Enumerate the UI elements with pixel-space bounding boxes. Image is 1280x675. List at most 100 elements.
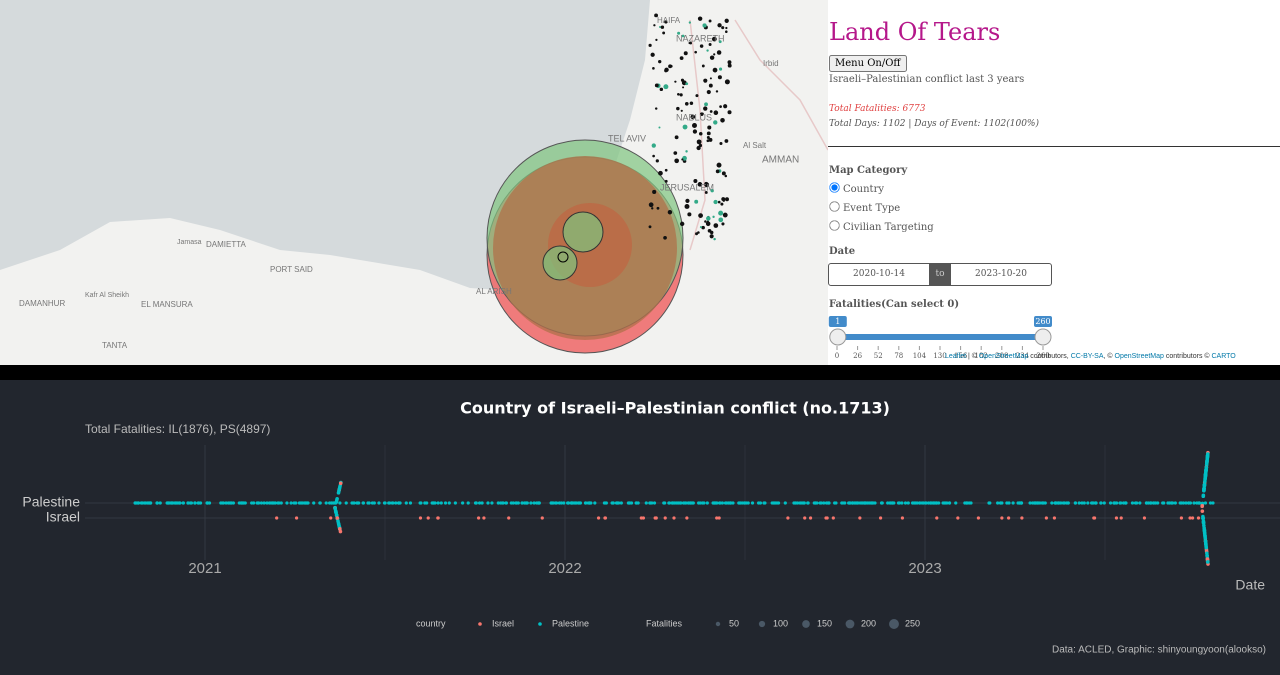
event-dot[interactable] [655,38,658,42]
event-dot[interactable] [697,182,703,187]
event-dot[interactable] [704,191,708,194]
event-dot[interactable] [706,89,711,95]
event-dot[interactable] [715,169,720,174]
date-start[interactable]: 2020-10-14 [853,269,905,279]
event-dot[interactable] [706,139,710,143]
event-dot[interactable] [707,125,712,130]
event-dot[interactable] [674,158,679,164]
event-dot[interactable] [662,31,666,35]
event-dot[interactable] [715,90,719,93]
event-dot[interactable] [713,237,716,241]
event-circle[interactable] [542,245,578,281]
event-dot[interactable] [720,202,724,206]
event-dot[interactable] [648,43,652,47]
event-dot[interactable] [676,106,680,111]
event-dot[interactable] [727,60,732,65]
event-dot[interactable] [727,110,732,115]
event-dot[interactable] [685,198,690,203]
event-dot[interactable] [718,40,722,44]
event-dot[interactable] [674,135,679,140]
event-dot[interactable] [680,109,683,112]
event-dot[interactable] [717,200,721,204]
event-dot[interactable] [685,150,688,153]
event-dot[interactable] [701,225,705,230]
slider-handle[interactable] [1034,328,1052,346]
event-dot[interactable] [699,226,702,229]
event-dot[interactable] [660,25,665,29]
event-dot[interactable] [709,77,712,80]
event-dot[interactable] [694,199,699,204]
event-dot[interactable] [681,158,684,161]
event-dot[interactable] [690,114,696,120]
event-dot[interactable] [721,197,726,201]
map[interactable]: HAIFA NAZARETH Irbid TEL AVIV NABLUS Al … [0,0,828,365]
event-dot[interactable] [713,53,716,56]
event-dot[interactable] [652,154,655,158]
event-dot[interactable] [705,221,711,227]
event-dot[interactable] [704,181,709,186]
event-dot[interactable] [679,93,683,97]
event-dot[interactable] [711,36,717,42]
event-dot[interactable] [688,41,691,45]
date-end[interactable]: 2023-10-20 [975,269,1027,279]
event-dot[interactable] [708,83,713,88]
event-dot[interactable] [680,78,684,82]
event-dot[interactable] [725,26,728,30]
slider[interactable]: 1 260 0 26 52 78 104 130 156 182 208 234 260 [828,314,1068,360]
event-dot[interactable] [684,203,690,209]
event-dot[interactable] [725,197,729,202]
event-dot[interactable] [713,120,718,125]
event-dot[interactable] [687,212,692,217]
event-dot[interactable] [721,222,725,226]
event-dot[interactable] [648,202,654,208]
event-dot[interactable] [723,104,728,109]
event-dot[interactable] [709,55,715,60]
event-dot[interactable] [719,105,722,108]
event-dot[interactable] [727,63,732,68]
event-dot[interactable] [698,143,703,148]
event-dot[interactable] [721,171,726,176]
event-dot[interactable] [724,174,728,178]
event-dot[interactable] [717,23,722,28]
event-dot[interactable] [703,106,708,111]
event-dot[interactable] [682,86,685,89]
event-dot[interactable] [685,82,689,86]
event-dot[interactable] [667,210,673,215]
event-dot[interactable] [674,80,677,83]
event-dot[interactable] [702,23,707,28]
event-dot[interactable] [654,83,659,88]
event-dot[interactable] [719,67,723,71]
event-dot[interactable] [691,123,697,129]
event-dot[interactable] [664,20,668,24]
event-dot[interactable] [706,49,709,52]
event-dot[interactable] [659,25,662,29]
event-dot[interactable] [694,50,697,54]
event-dot[interactable] [664,179,668,183]
radio[interactable] [829,201,840,212]
event-dot[interactable] [653,24,656,27]
event-dot[interactable] [708,19,712,23]
event-dot[interactable] [720,118,725,123]
event-dot[interactable] [658,60,662,64]
event-dot[interactable] [704,220,707,223]
event-dot[interactable] [724,139,729,143]
event-dot[interactable] [699,112,704,116]
menu-button[interactable]: Menu On/Off [829,55,907,72]
event-dot[interactable] [710,189,714,193]
event-dot[interactable] [713,110,719,116]
event-dot[interactable] [713,223,719,228]
event-dot[interactable] [717,75,722,80]
event-dot[interactable] [692,129,698,134]
event-dot[interactable] [697,16,703,21]
slider-handle[interactable] [829,328,847,346]
event-dot[interactable] [677,92,680,96]
event-dot[interactable] [663,84,669,90]
radio[interactable] [829,220,840,231]
event-dot[interactable] [719,141,723,146]
event-dot[interactable] [655,159,659,163]
event-dot[interactable] [701,64,705,68]
event-dot[interactable] [698,131,703,136]
event-dot[interactable] [706,131,711,136]
event-dot[interactable] [679,56,684,61]
event-dot[interactable] [688,21,692,24]
